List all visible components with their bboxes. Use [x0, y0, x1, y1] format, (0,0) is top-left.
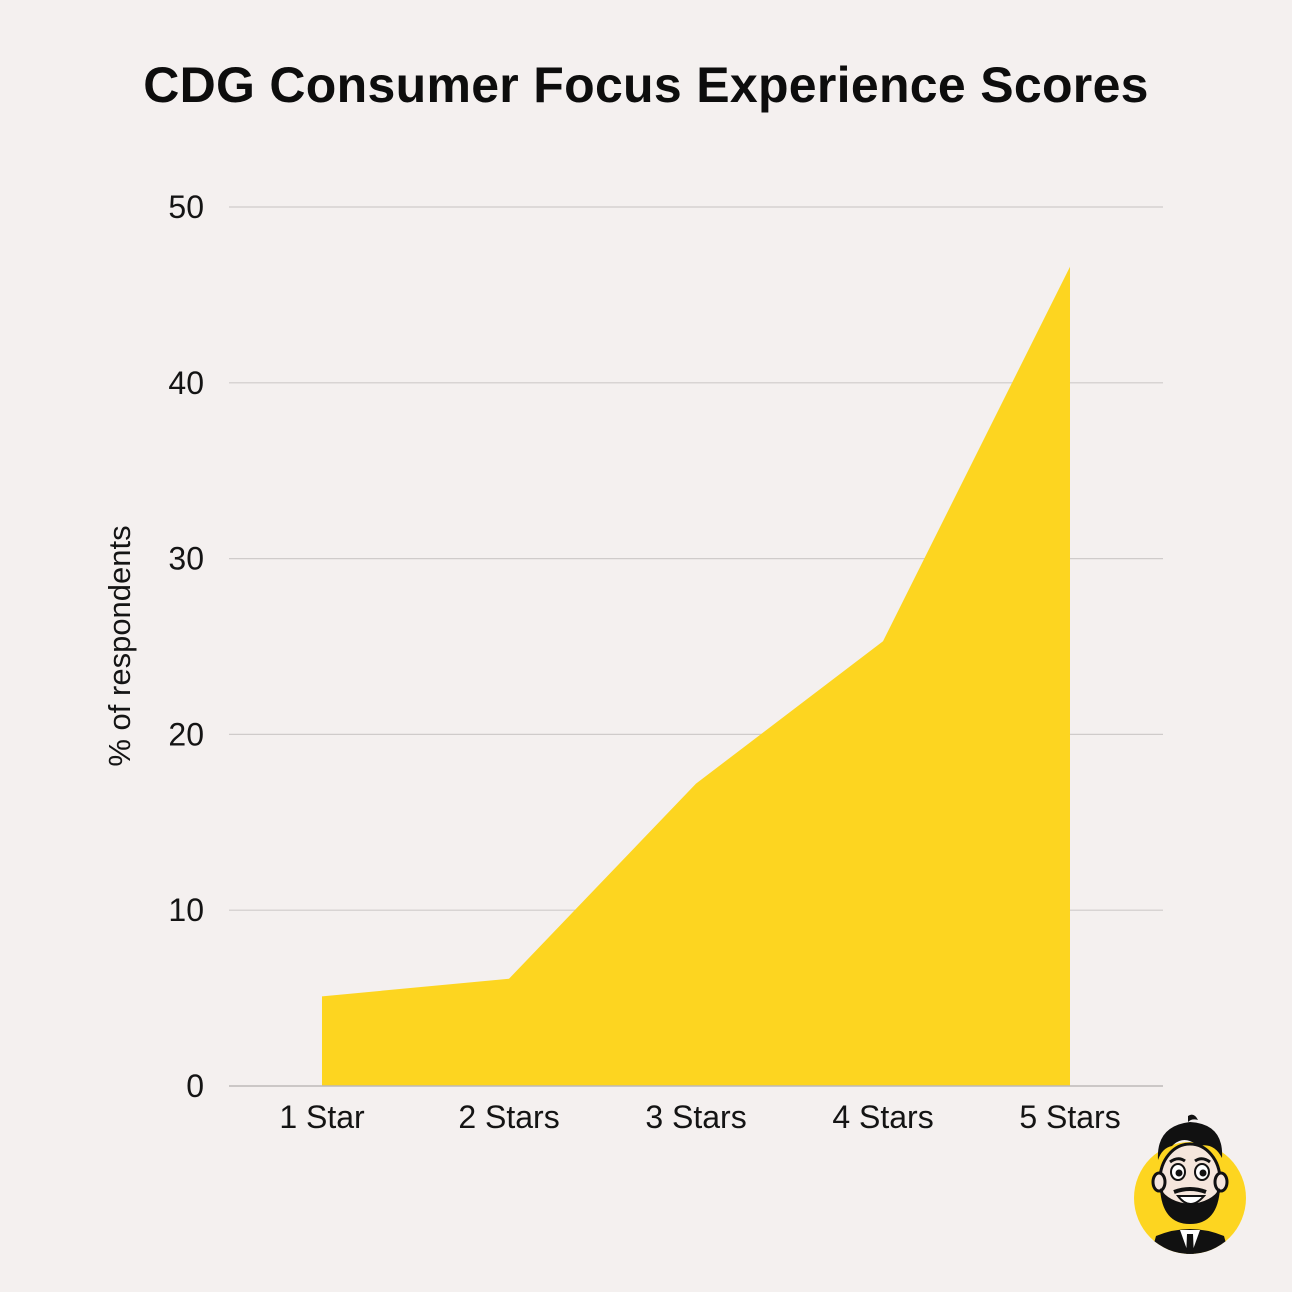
area-series — [321, 266, 1071, 1087]
x-tick-label-2: 2 Stars — [458, 1099, 559, 1135]
area-fill — [322, 266, 1070, 1087]
bearded-man-mascot-icon — [1134, 1114, 1246, 1254]
y-tick-label-20: 20 — [168, 716, 204, 752]
y-tick-labels: 0 10 20 30 40 50 — [168, 189, 204, 1104]
x-tick-label-5: 5 Stars — [1019, 1099, 1120, 1135]
y-tick-label-50: 50 — [168, 189, 204, 225]
x-tick-label-3: 3 Stars — [645, 1099, 746, 1135]
x-tick-labels: 1 Star 2 Stars 3 Stars 4 Stars 5 Stars — [279, 1099, 1120, 1135]
chart-title: CDG Consumer Focus Experience Scores — [143, 57, 1149, 113]
x-tick-label-4: 4 Stars — [832, 1099, 933, 1135]
y-tick-label-30: 30 — [168, 541, 204, 577]
x-tick-label-1: 1 Star — [279, 1099, 365, 1135]
y-tick-label-0: 0 — [186, 1068, 204, 1104]
y-tick-label-10: 10 — [168, 892, 204, 928]
y-tick-label-40: 40 — [168, 365, 204, 401]
